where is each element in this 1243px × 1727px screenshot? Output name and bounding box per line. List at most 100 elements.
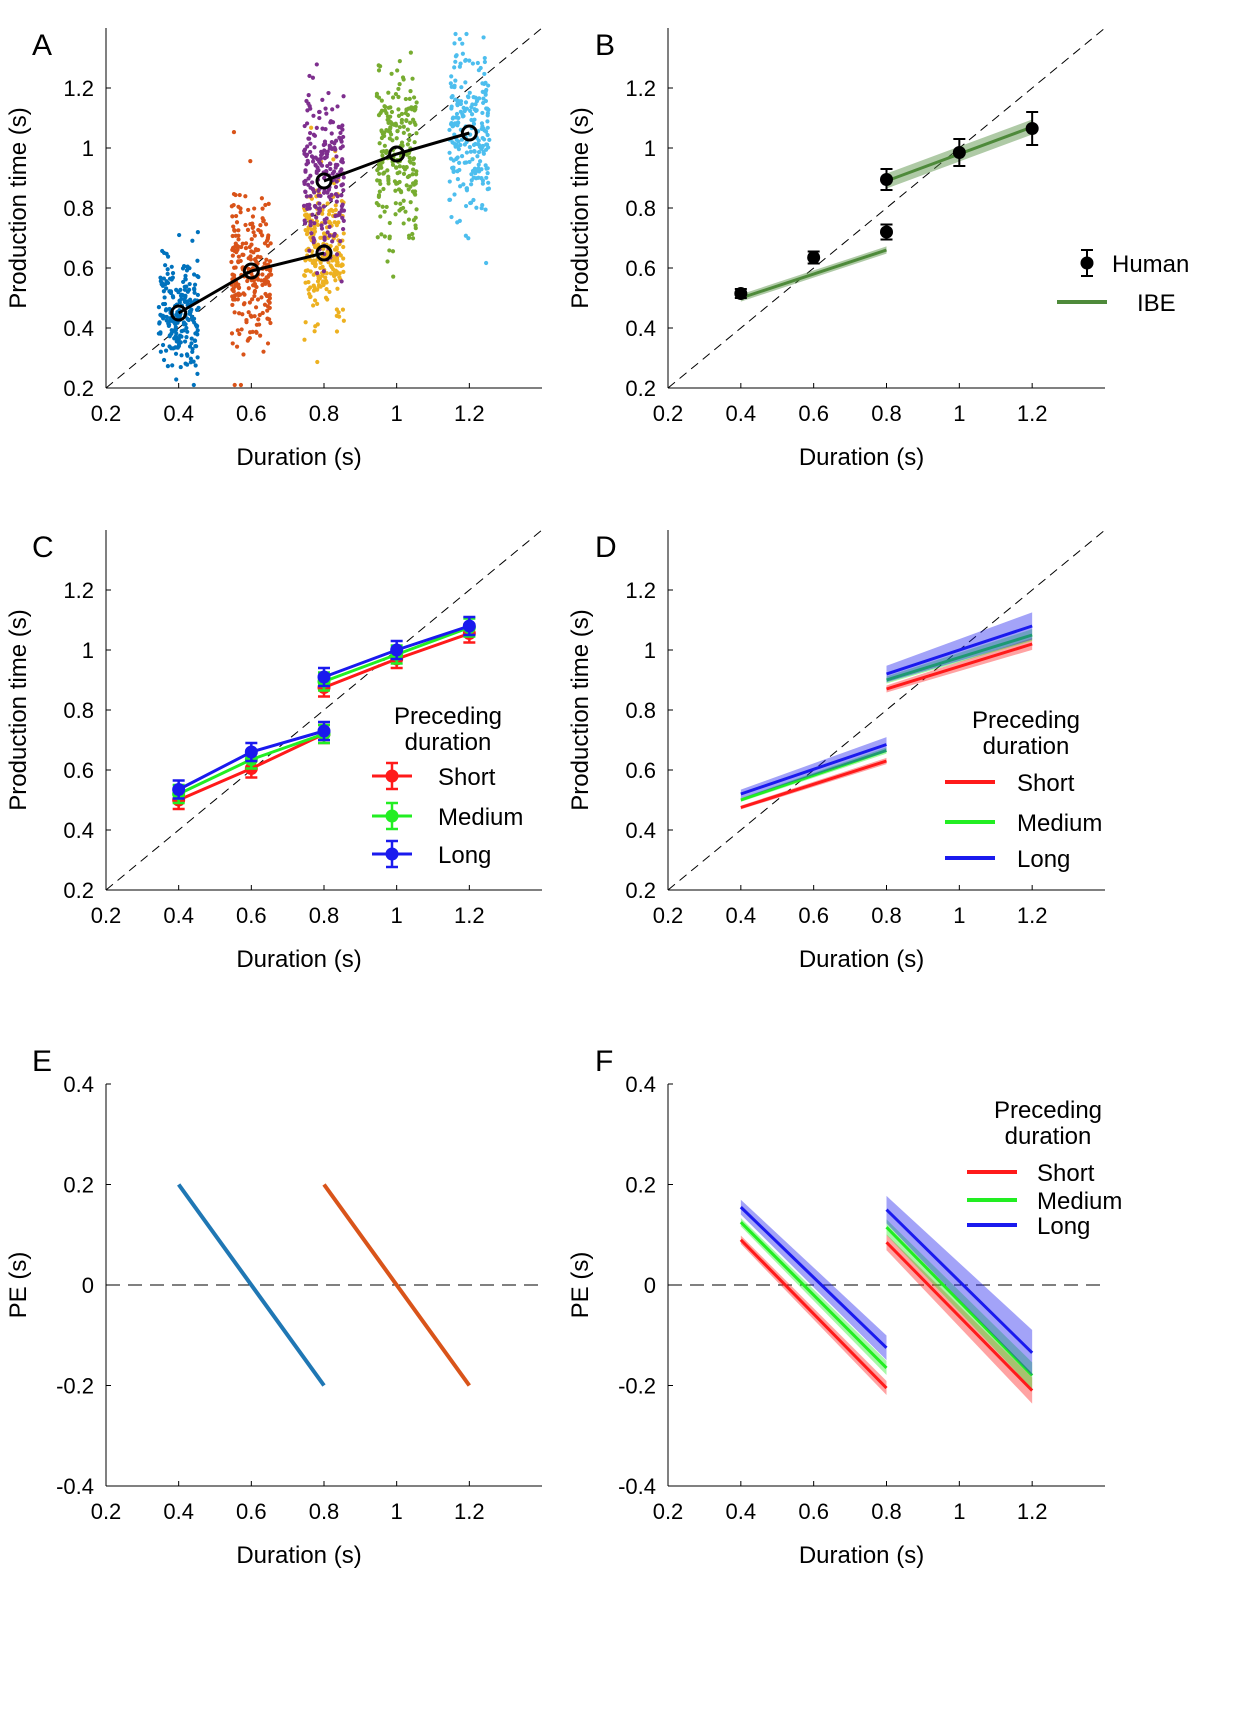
scatter-point — [190, 349, 195, 355]
y-tick-label: -0.2 — [618, 1374, 656, 1399]
scatter-point — [454, 53, 459, 58]
scatter-point — [408, 50, 413, 55]
y-tick-label: -0.4 — [618, 1474, 656, 1499]
panel-f: 0.2 0.4 0.6 0.8 1 1.2 -0.4 -0.2 0 0.2 0.4 Duration … — [567, 1045, 1122, 1569]
scatter-point — [243, 241, 249, 246]
scatter-point — [401, 171, 407, 176]
scatter-point — [485, 125, 490, 130]
scatter-point — [394, 136, 399, 141]
scatter-point — [311, 235, 316, 241]
scatter-point — [181, 279, 186, 285]
scatter-point — [401, 221, 406, 226]
scatter-point — [327, 224, 332, 229]
scatter-point — [318, 156, 324, 161]
panel-letter: F — [595, 1045, 613, 1078]
x-tick-label: 1.2 — [1017, 401, 1048, 426]
scatter-point — [483, 92, 488, 97]
identity-line — [667, 27, 1106, 389]
scatter-point — [319, 153, 324, 158]
series-line — [886, 624, 1033, 676]
scatter-point — [254, 259, 259, 264]
scatter-point — [387, 236, 392, 241]
legend-label-long: Long — [1017, 846, 1070, 873]
scatter-point — [236, 311, 242, 316]
x-tick-label: 0.6 — [798, 903, 829, 928]
scatter-point — [170, 363, 175, 368]
scatter-point — [326, 90, 331, 96]
scatter-point — [166, 321, 171, 326]
scatter-point — [334, 252, 340, 257]
scatter-point — [311, 240, 316, 245]
scatter-point — [337, 274, 342, 280]
x-axis-label: Duration (s) — [236, 444, 361, 471]
y-tick-label: 0.4 — [63, 316, 94, 341]
scatter-point — [179, 353, 184, 358]
scatter-point — [321, 190, 327, 195]
legend-label-medium: Medium — [1017, 810, 1102, 837]
scatter-point — [399, 111, 405, 117]
scatter-point — [303, 169, 308, 174]
scatter-point — [311, 283, 316, 288]
scatter-point — [397, 164, 402, 169]
scatter-point — [309, 125, 314, 130]
scatter-point — [486, 180, 491, 185]
scatter-point — [254, 330, 259, 335]
pe-line — [177, 1183, 326, 1387]
scatter-point — [195, 371, 200, 376]
scatter-point — [451, 158, 456, 163]
scatter-point — [234, 292, 239, 297]
y-tick-label: 0.4 — [625, 818, 656, 843]
scatter-point — [378, 181, 383, 186]
scatter-point — [236, 254, 241, 259]
scatter-point — [463, 100, 469, 105]
scatter-point — [405, 174, 411, 180]
scatter-point — [308, 235, 313, 240]
x-tick-label: 0.8 — [309, 401, 340, 426]
scatter-point — [321, 204, 327, 209]
scatter-point — [251, 230, 256, 235]
scatter-point — [476, 150, 482, 155]
scatter-point — [341, 256, 346, 261]
scatter-point — [476, 162, 481, 167]
scatter-point — [413, 192, 418, 197]
panel-e: 0.2 0.4 0.6 0.8 1 1.2 -0.4 -0.2 0 0.2 0.4 Duration … — [5, 1045, 542, 1569]
scatter-point — [241, 352, 246, 357]
scatter-point — [312, 145, 317, 150]
scatter-point — [485, 170, 490, 176]
x-tick-label: 1.2 — [454, 1499, 485, 1524]
scatter-point — [163, 348, 169, 353]
scatter-point — [249, 237, 254, 242]
scatter-point — [312, 226, 317, 231]
scatter-point — [239, 327, 244, 332]
scatter-point — [379, 108, 385, 113]
scatter-point — [305, 268, 310, 273]
scatter-point — [188, 356, 193, 361]
y-tick-label: -0.4 — [56, 1474, 94, 1499]
scatter-point — [480, 89, 485, 94]
y-tick-label: 0.2 — [63, 376, 94, 401]
scatter-point — [411, 167, 416, 172]
scatter-point — [390, 138, 395, 143]
scatter-point — [182, 284, 187, 289]
identity-line — [105, 529, 543, 891]
scatter-point — [386, 105, 391, 110]
scatter-point — [191, 272, 197, 277]
scatter-point — [482, 55, 487, 61]
scatter-point — [267, 283, 272, 288]
scatter-point — [310, 75, 316, 80]
scatter-point — [394, 181, 399, 186]
y-tick-label: 1 — [644, 638, 656, 663]
x-axis-label: Duration (s) — [236, 946, 361, 973]
scatter-point — [457, 160, 462, 165]
series-band — [740, 1199, 887, 1361]
scatter-point — [307, 248, 312, 253]
scatter-point — [236, 233, 241, 238]
scatter-point — [339, 207, 344, 212]
legend-label-long: Long — [1037, 1213, 1090, 1240]
scatter-point — [461, 182, 466, 187]
pe-line — [322, 1183, 471, 1387]
y-tick-label: 0.4 — [625, 316, 656, 341]
scatter-point — [315, 301, 320, 306]
scatter-point — [173, 351, 179, 356]
